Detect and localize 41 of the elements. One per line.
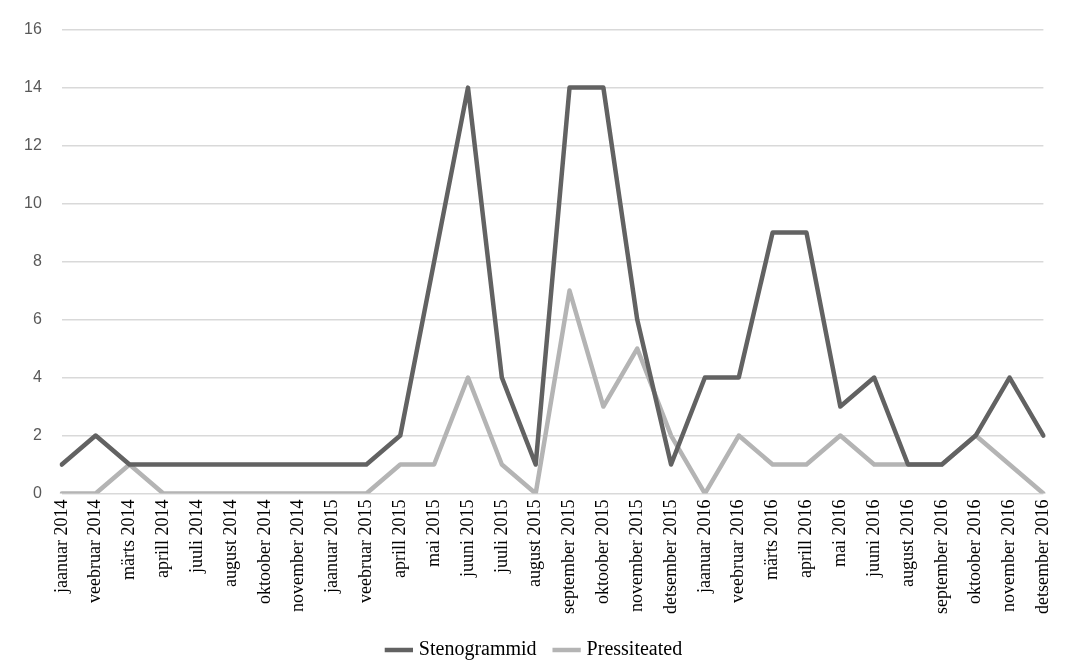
y-tick-label: 4 (32, 367, 42, 385)
x-tick-label: juuni 2015 (456, 499, 477, 579)
y-tick-label: 14 (24, 78, 42, 95)
x-tick-label: oktoober 2015 (592, 499, 613, 605)
x-tick-label: mai 2016 (829, 499, 850, 568)
x-tick-label: oktoober 2014 (253, 499, 274, 605)
x-tick-label: juuni 2016 (862, 499, 883, 579)
x-tick-label: august 2015 (524, 499, 545, 588)
y-tick-label: 12 (24, 135, 42, 153)
x-tick-label: november 2014 (287, 499, 308, 613)
y-tick-label: 8 (32, 251, 42, 269)
x-tick-label: august 2014 (219, 499, 240, 588)
x-tick-label: september 2015 (558, 499, 579, 614)
x-tick-label: september 2016 (930, 499, 951, 614)
x-tick-label: oktoober 2016 (964, 499, 985, 605)
y-tick-label: 16 (24, 20, 42, 38)
x-tick-label: aprill 2015 (389, 499, 410, 579)
x-tick-label: märts 2014 (118, 499, 139, 581)
x-tick-label: aprill 2016 (795, 499, 816, 579)
legend-label: Stenogrammid (418, 637, 537, 661)
y-tick-label: 10 (24, 193, 42, 211)
x-tick-label: aprill 2014 (152, 499, 173, 579)
x-tick-label: jaanuar 2014 (50, 499, 71, 594)
y-tick-label: 2 (32, 425, 42, 443)
x-tick-label: detsember 2016 (1032, 499, 1053, 614)
x-tick-label: november 2015 (625, 499, 646, 613)
x-tick-label: mai 2015 (422, 499, 443, 568)
legend-label: Pressiteated (586, 637, 683, 660)
x-tick-label: veebruar 2014 (84, 499, 105, 603)
x-tick-label: märts 2016 (761, 499, 782, 581)
x-tick-label: august 2016 (896, 499, 917, 588)
y-tick-label: 6 (32, 309, 42, 327)
x-tick-label: jaanuar 2016 (693, 499, 714, 594)
x-tick-label: juuli 2014 (185, 499, 206, 575)
x-tick-label: veebruar 2016 (727, 499, 748, 603)
x-tick-label: jaanuar 2015 (321, 499, 342, 594)
x-tick-label: juuli 2015 (490, 499, 511, 575)
y-tick-label: 0 (32, 483, 42, 501)
x-tick-label: veebruar 2015 (355, 499, 376, 603)
x-tick-label: detsember 2015 (659, 499, 680, 614)
x-tick-label: november 2016 (998, 499, 1019, 613)
